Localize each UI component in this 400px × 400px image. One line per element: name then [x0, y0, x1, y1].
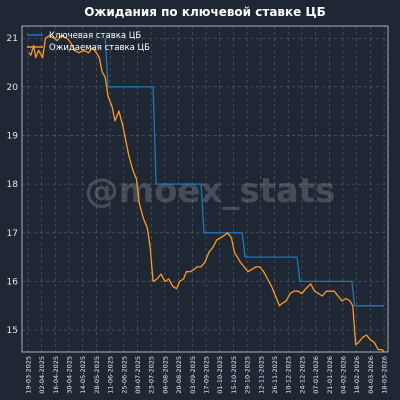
legend-label-1: Ключевая ставка ЦБ	[49, 31, 141, 41]
chart-title: Ожидания по ключевой ставке ЦБ	[84, 5, 326, 19]
x-tick-label: 04-02-2026	[339, 356, 347, 394]
plot-frame	[21, 25, 389, 353]
y-tick-label: 20	[7, 83, 19, 93]
x-tick-label: 01-10-2025	[216, 356, 224, 394]
x-tick-label: 23-07-2025	[148, 356, 156, 394]
y-tick-label: 18	[7, 180, 19, 190]
x-tick-label: 03-09-2025	[189, 356, 197, 394]
x-tick-label: 29-10-2025	[244, 356, 252, 394]
legend: Ключевая ставка ЦБ Ожидаемая ставка ЦБ	[27, 31, 150, 53]
x-tick-label: 24-12-2025	[298, 356, 306, 394]
x-tick-label: 18-03-2026	[381, 356, 389, 394]
x-tick-label: 20-08-2025	[175, 356, 183, 394]
x-tick-label: 17-09-2025	[202, 356, 210, 394]
x-tick-label: 14-05-2025	[79, 356, 87, 394]
y-tick-label: 19	[7, 131, 19, 141]
x-tick-label: 04-03-2026	[367, 356, 375, 394]
series-line-2	[28, 35, 385, 353]
x-tick-label: 10-12-2025	[285, 356, 293, 394]
y-tick-label: 17	[7, 229, 18, 239]
x-tick-label: 09-07-2025	[134, 356, 142, 394]
series-line-1	[104, 38, 385, 307]
watermark-text: @moex_stats	[85, 171, 336, 211]
x-tick-label: 11-06-2025	[107, 356, 115, 394]
x-tick-label: 19-03-2025	[24, 356, 32, 394]
axis-layer: 15 16 17 18 19 20 21 19-03-2025 02-04-2025 16-04-…	[7, 25, 389, 394]
x-tick-label: 15-10-2025	[230, 356, 238, 394]
y-tick-label: 15	[7, 326, 18, 336]
x-tick-label: 06-08-2025	[161, 356, 169, 394]
x-tick-label: 02-04-2025	[38, 356, 46, 394]
x-tick-label: 16-04-2025	[52, 356, 60, 394]
x-tick-label: 30-04-2025	[65, 356, 73, 394]
x-tick-label: 28-05-2025	[93, 356, 101, 394]
y-tick-label: 16	[7, 277, 19, 287]
x-tick-label: 12-11-2025	[257, 356, 265, 394]
legend-label-2: Ожидаемая ставка ЦБ	[49, 43, 150, 53]
y-tick-label: 21	[7, 34, 18, 44]
x-tick-label: 18-02-2026	[353, 356, 361, 394]
series-layer	[28, 35, 385, 353]
x-tick-label: 07-01-2026	[312, 356, 320, 394]
x-tick-label: 25-06-2025	[120, 356, 128, 394]
x-tick-label: 21-01-2026	[326, 356, 334, 394]
x-tick-label: 26-11-2025	[271, 356, 279, 394]
